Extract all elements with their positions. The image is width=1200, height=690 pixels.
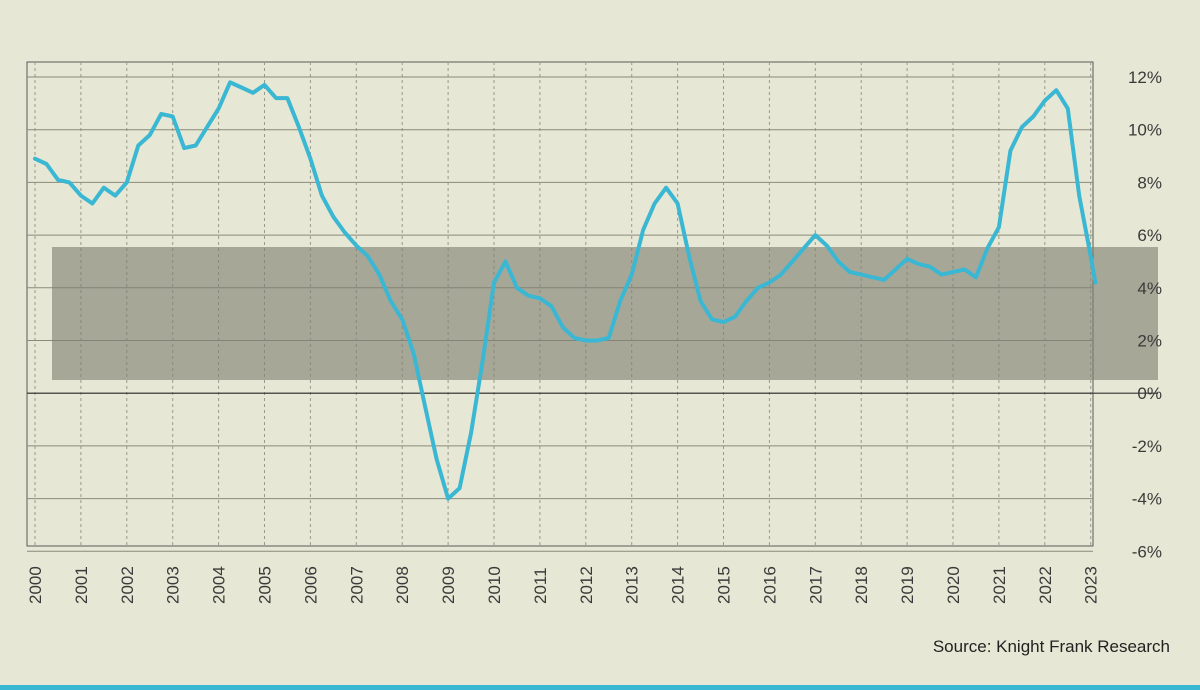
y-tick-label: -2%: [1132, 437, 1162, 456]
x-tick-label: 2019: [898, 566, 917, 604]
y-tick-label: 4%: [1137, 279, 1162, 298]
x-tick-label: 2015: [715, 566, 734, 604]
x-tick-label: 2009: [439, 566, 458, 604]
x-tick-label: 2004: [210, 566, 229, 604]
y-tick-label: 12%: [1128, 68, 1162, 87]
x-tick-label: 2006: [301, 566, 320, 604]
x-tick-label: 2021: [990, 566, 1009, 604]
x-tick-label: 2011: [531, 567, 550, 604]
x-tick-label: 2020: [944, 566, 963, 604]
x-tick-label: 2012: [577, 566, 596, 604]
y-tick-label: 2%: [1137, 332, 1162, 351]
x-tick-label: 2007: [347, 566, 366, 604]
x-axis-tick-labels: 2000 2001 2002 2003 2004 2005 2006 2007 2008 2009…: [26, 566, 1101, 604]
y-tick-label: 8%: [1137, 173, 1162, 192]
series-points: [34, 82, 1096, 499]
y-tick-label: 10%: [1128, 121, 1162, 140]
x-tick-label: 2003: [164, 566, 183, 604]
y-tick-label: 6%: [1137, 226, 1162, 245]
x-tick-label: 2001: [72, 566, 91, 604]
y-tick-label: -6%: [1132, 542, 1162, 561]
x-tick-label: 2013: [623, 566, 642, 604]
x-tick-label: 2002: [118, 566, 137, 604]
x-tick-label: 2022: [1036, 566, 1055, 604]
watermark-band: [52, 247, 1158, 380]
x-tick-label: 2023: [1082, 566, 1101, 604]
x-tick-label: 2018: [852, 566, 871, 604]
x-tick-label: 2016: [760, 566, 779, 604]
x-tick-label: 2014: [669, 566, 688, 604]
source-note: Source: Knight Frank Research: [932, 637, 1170, 656]
x-tick-label: 2010: [485, 566, 504, 604]
x-tick-label: 2005: [256, 566, 275, 604]
y-tick-label: 0%: [1137, 384, 1162, 403]
y-tick-label: -4%: [1132, 490, 1162, 509]
x-tick-label: 2008: [393, 566, 412, 604]
series-line: [33, 80, 1098, 501]
bottom-accent-bar: [0, 685, 1200, 690]
x-tick-label: 2000: [26, 566, 45, 604]
y-axis-tick-labels: 12% 10% 8% 6% 4% 2% 0% -2% -4% -6%: [1128, 68, 1162, 561]
x-tick-label: 2017: [806, 566, 825, 604]
